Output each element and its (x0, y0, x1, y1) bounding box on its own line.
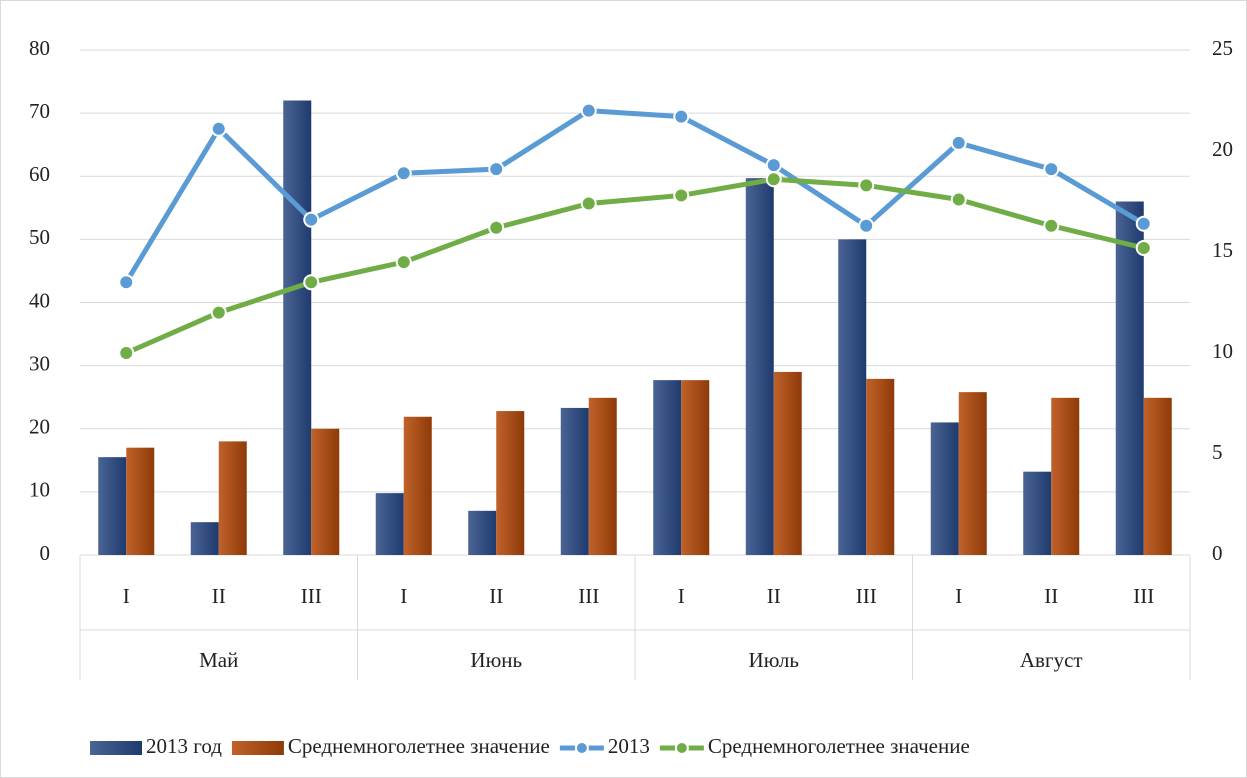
bar (283, 100, 312, 555)
line-marker (488, 161, 505, 178)
line-marker (858, 177, 875, 194)
line-marker (118, 345, 135, 361)
line-marker (303, 274, 320, 291)
bar (403, 416, 432, 555)
x-tick-label: II (489, 584, 503, 608)
legend-swatch (231, 741, 284, 755)
line (124, 108, 1146, 284)
group-label: Июнь (470, 648, 522, 672)
line-marker (580, 102, 597, 119)
line-marker (1043, 161, 1060, 178)
legend-label: 2013 год (146, 734, 222, 758)
line-marker (1043, 217, 1060, 234)
line-marker (673, 187, 690, 204)
line-marker (303, 211, 320, 228)
line (125, 176, 1145, 356)
x-tick-label: III (578, 584, 599, 608)
line-marker (765, 157, 782, 174)
x-tick-label: III (301, 584, 322, 608)
legend-swatch (90, 741, 142, 755)
line-marker (950, 134, 967, 151)
bar (1023, 471, 1052, 555)
y2-tick-label: 0 (1212, 541, 1223, 565)
line-marker (858, 217, 875, 234)
legend-label: Среднемноголетнее значение (708, 734, 970, 758)
line-marker (395, 165, 412, 182)
bar (1051, 397, 1080, 555)
y2-tick-label: 20 (1212, 137, 1233, 161)
x-tick-label: III (1133, 584, 1154, 608)
y-tick-label: 20 (29, 415, 50, 439)
bar (958, 392, 987, 555)
bar (98, 457, 127, 555)
x-tick-label: II (1044, 584, 1058, 608)
line-marker (950, 191, 967, 208)
line-marker (210, 120, 227, 137)
line-marker (673, 108, 690, 125)
bar (745, 178, 774, 556)
x-tick-label: II (212, 584, 226, 608)
legend-marker (574, 741, 589, 755)
bar (588, 397, 617, 555)
x-tick-label: I (955, 584, 962, 608)
x-tick-label: II (767, 584, 781, 608)
y-tick-label: 30 (29, 351, 50, 375)
group-label: Август (1020, 648, 1083, 672)
line-marker (1135, 239, 1152, 256)
group-label: Июль (749, 648, 799, 672)
bar (218, 441, 247, 555)
legend-label: 2013 (608, 734, 650, 758)
y2-tick-label: 5 (1212, 440, 1223, 464)
y-tick-label: 60 (29, 162, 50, 186)
bar (190, 522, 219, 555)
bar (311, 428, 340, 555)
legend-marker (674, 741, 689, 755)
bar (1115, 201, 1144, 555)
line-marker (580, 195, 597, 212)
x-tick-label: III (856, 584, 877, 608)
y-tick-label: 80 (29, 36, 50, 60)
bar (126, 447, 155, 555)
x-tick-label: I (123, 584, 130, 608)
y-tick-label: 10 (29, 478, 50, 502)
y-tick-label: 70 (29, 99, 50, 123)
line-marker (1135, 215, 1152, 232)
bar (773, 371, 802, 555)
bar (866, 378, 895, 555)
y2-tick-label: 25 (1212, 36, 1233, 60)
bar (653, 380, 682, 555)
line-marker (488, 219, 505, 236)
bar (468, 510, 497, 555)
y-tick-label: 0 (40, 541, 51, 565)
x-tick-label: I (400, 584, 407, 608)
line-marker (210, 304, 227, 321)
group-label: Май (199, 648, 238, 672)
y-tick-label: 50 (29, 225, 50, 249)
bar (681, 380, 710, 555)
y2-tick-label: 15 (1212, 238, 1233, 262)
bar (930, 422, 959, 555)
line-marker (765, 171, 782, 188)
line-marker (118, 274, 135, 291)
bar (496, 411, 525, 555)
y2-tick-label: 10 (1212, 339, 1233, 363)
bar (838, 239, 867, 555)
y-tick-label: 40 (29, 288, 50, 312)
line-marker (395, 254, 412, 271)
x-tick-label: I (678, 584, 685, 608)
legend-label: Среднемноголетнее значение (288, 734, 550, 758)
bar (1143, 397, 1172, 555)
bar (375, 493, 404, 555)
bar (560, 407, 589, 555)
